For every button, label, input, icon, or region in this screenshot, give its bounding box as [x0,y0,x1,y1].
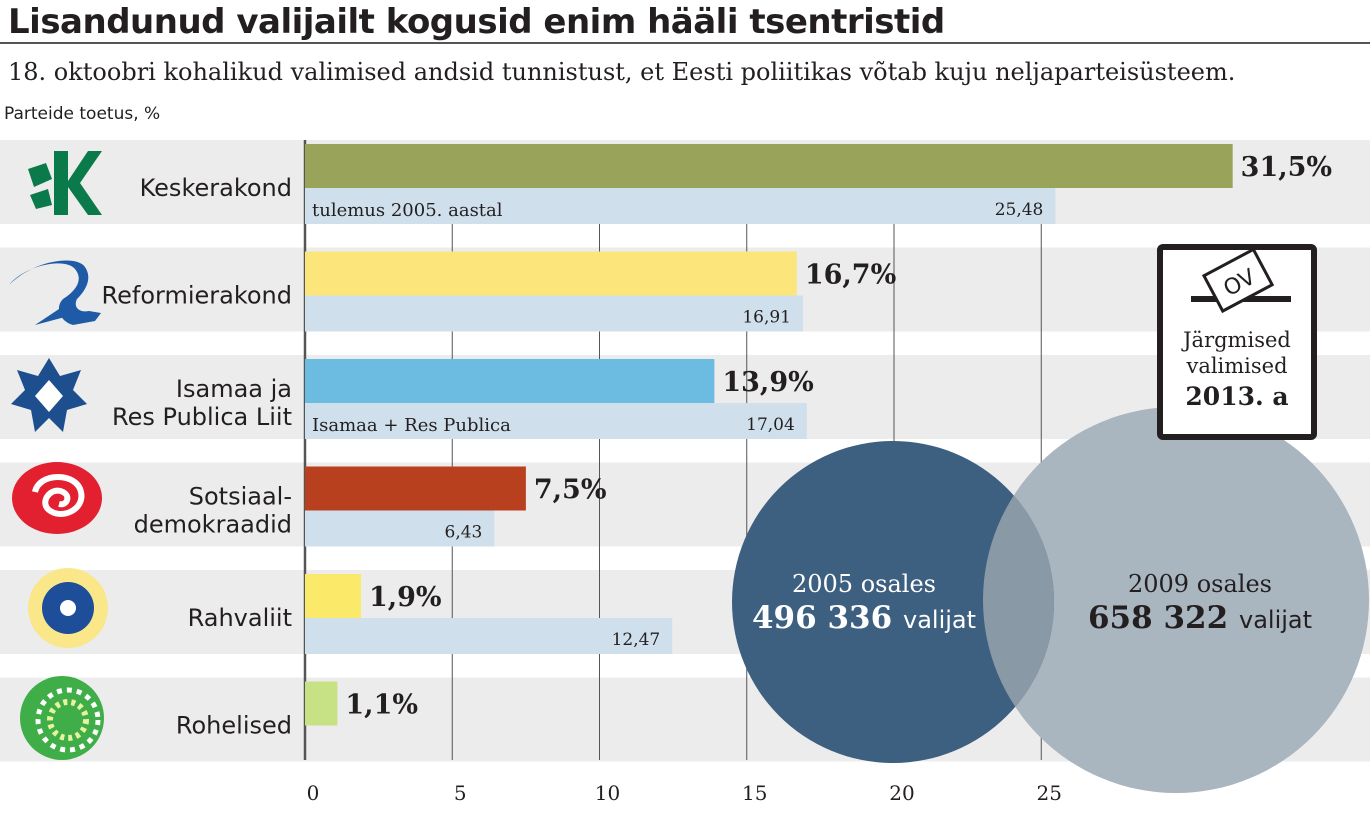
sotsiaaldemokraadid-rose-icon [12,462,102,534]
rohelised-logo-icon [20,676,104,760]
category-label: Res Publica Liit [112,403,292,431]
chart-subtitle: 18. oktoobri kohalikud valimised andsid … [8,58,1236,86]
ballot-line-1: Järgmised [1183,328,1291,352]
prev-value-label: 16,91 [742,308,791,328]
category-label: demokraadid [134,511,292,539]
current-value-label: 7,5% [534,475,607,506]
x-tick-label: 0 [307,781,320,805]
current-value-label: 16,7% [805,260,896,291]
prev-value-label: 6,43 [445,523,483,543]
next-elections-ballot: OV Järgmised valimised 2013. a [1157,244,1317,440]
x-tick-label: 15 [742,781,767,805]
turnout-2005-circle [732,441,1054,763]
current-value-label: 13,9% [722,367,813,398]
ballot-line-3: 2013. a [1185,382,1289,411]
ballot-box-icon: OV [1191,250,1291,314]
venn-number: 496 336 [752,600,903,636]
venn-caption: 2009 osales [1128,570,1272,598]
prev-bar [305,188,1056,224]
reformierakond-squirrel-icon [9,260,101,325]
venn-suffix: valijat [1239,606,1312,634]
current-value-label: 1,1% [345,690,418,721]
x-tick-label: 20 [889,781,914,805]
prev-bar [305,295,803,332]
category-label: Reformierakond [102,282,293,310]
current-bar [305,144,1233,188]
prev-bar [305,403,807,439]
title-divider [0,42,1370,44]
current-bar [305,251,797,296]
ballot-line-2: valimised [1186,354,1288,378]
bar-annotation: Isamaa + Res Publica [312,415,511,436]
chart-title: Lisandunud valijailt kogusid enim hääli … [8,2,945,42]
x-tick-label: 25 [1037,781,1062,805]
bars [305,144,1233,726]
category-label: Rohelised [176,712,292,740]
current-bar [305,359,715,403]
prev-value-label: 25,48 [995,200,1044,220]
x-tick-label: 5 [454,781,467,805]
current-value-label: 1,9% [369,582,442,613]
keskerakond-logo-icon [28,151,102,215]
prev-bar [305,510,495,547]
category-label: Sotsiaal- [189,483,292,511]
current-bar [305,466,526,511]
current-bar [305,681,338,726]
rahvaliit-flower-icon [28,568,108,648]
prev-value-label: 12,47 [612,630,661,650]
venn-suffix: valijat [903,606,976,634]
category-labels: 25,48 31,5% Keskerakond 16,91 16,7% Reformier… [102,152,1333,740]
venn-count: 496 336 valijat [752,600,976,636]
venn-caption: 2005 osales [792,570,936,598]
category-label: Isamaa ja [176,375,292,403]
y-axis-label: Parteide toetus, % [4,104,161,124]
bar-annotation: tulemus 2005. aastal [312,200,503,221]
current-bar [305,574,361,618]
x-tick-labels: 0 5 10 15 20 25 [307,781,1062,805]
x-tick-label: 10 [595,781,620,805]
venn-count: 658 322 valijat [1088,600,1312,636]
current-value-label: 31,5% [1241,152,1332,183]
venn-number: 658 322 [1088,600,1239,636]
category-label: Keskerakond [140,174,292,202]
prev-bar [305,618,673,654]
irl-star-icon [11,358,87,432]
prev-value-label: 17,04 [746,415,795,435]
category-label: Rahvaliit [188,604,292,632]
turnout-2009-circle [983,407,1369,793]
